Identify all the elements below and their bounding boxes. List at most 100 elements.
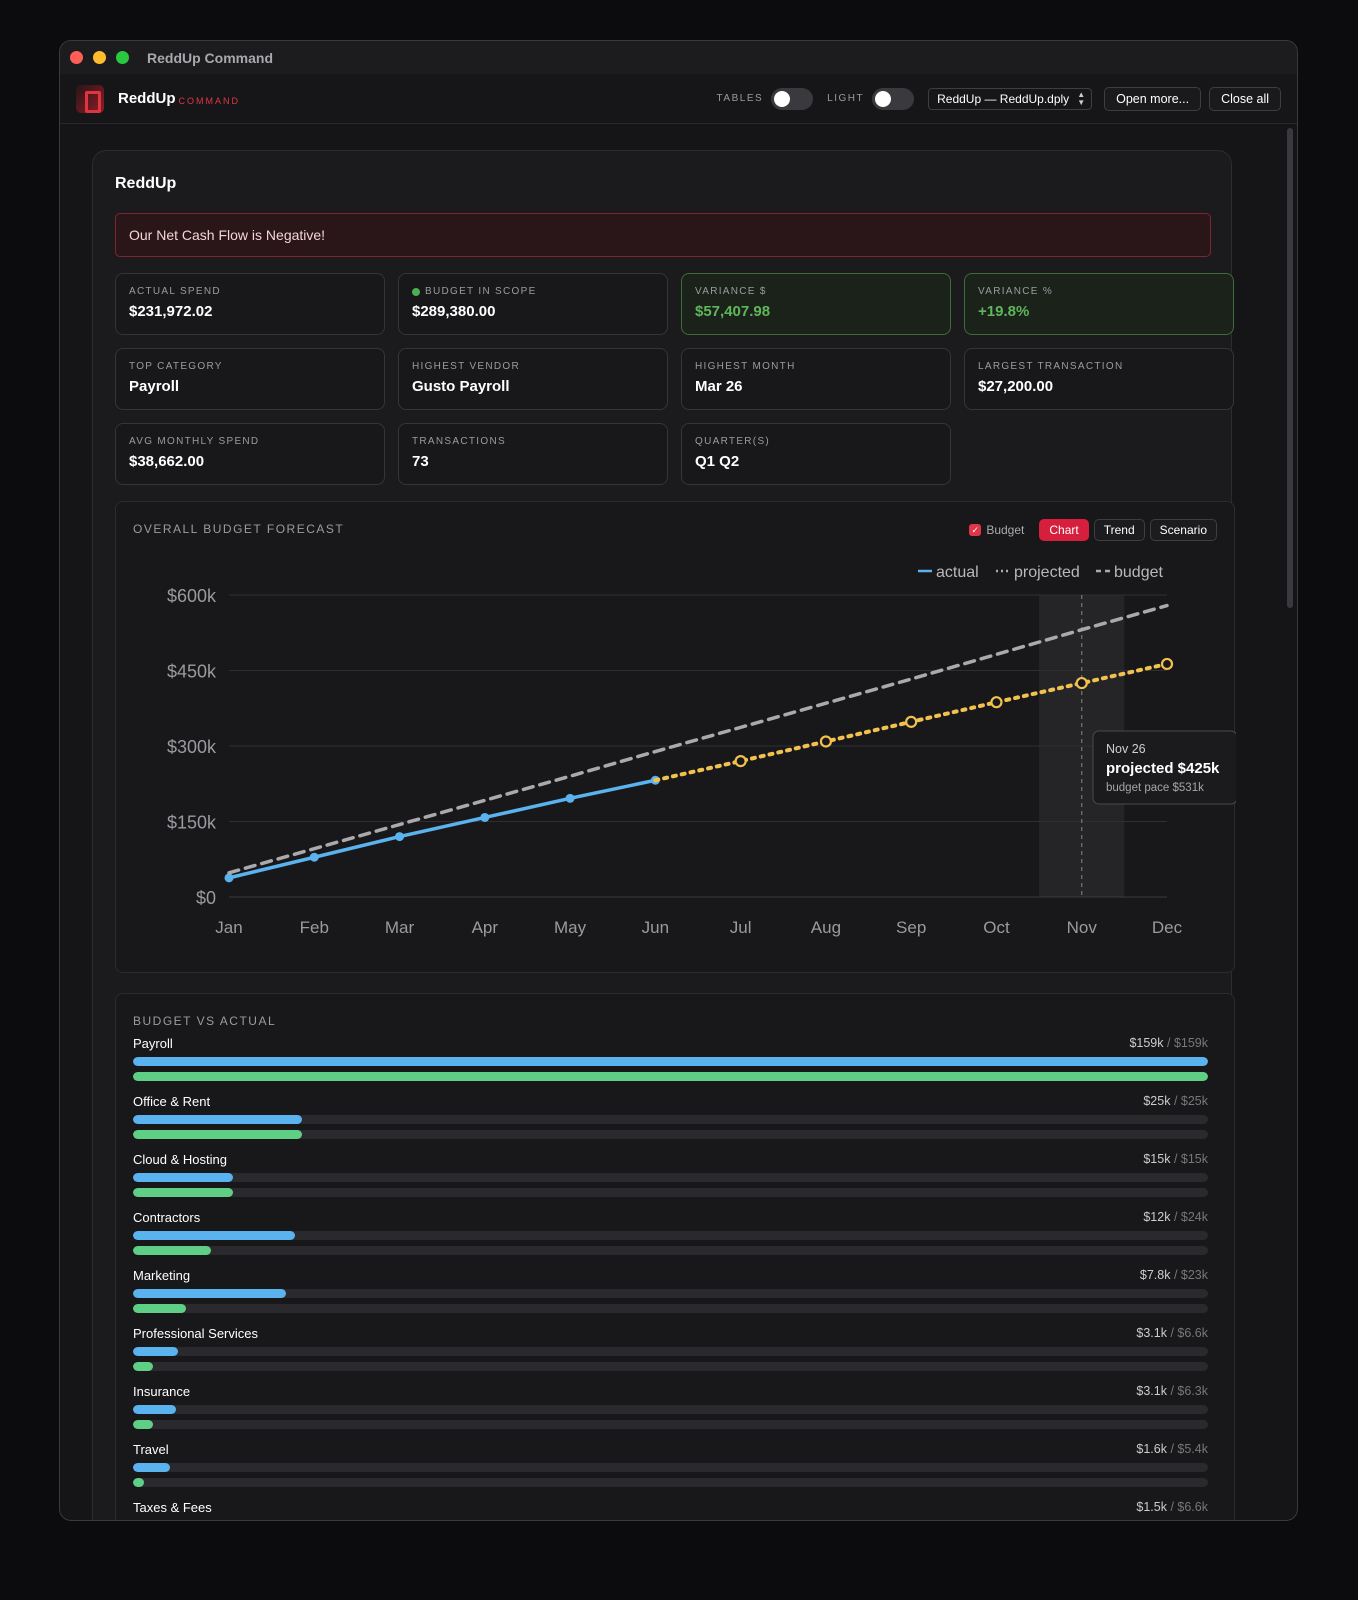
- x-tick-label: Nov: [1067, 918, 1098, 937]
- budget-amount: $24k: [1180, 1210, 1208, 1224]
- tab-scenario[interactable]: Scenario: [1149, 519, 1217, 541]
- budget-amount: $15k: [1180, 1152, 1208, 1166]
- actual-amount: $159k: [1129, 1036, 1164, 1050]
- kpi-card-top-category: TOP CATEGORY Payroll: [115, 348, 385, 410]
- panel-title: ReddUp: [115, 175, 177, 192]
- kpi-card-variance-percent: VARIANCE % +19.8%: [964, 273, 1234, 335]
- legend-label: projected: [1014, 564, 1080, 581]
- kpi-card-quarters: QUARTER(S) Q1 Q2: [681, 423, 951, 485]
- budget-row-name: Payroll: [133, 1036, 173, 1051]
- x-tick-label: Dec: [1152, 918, 1183, 937]
- x-tick-label: Oct: [983, 918, 1010, 937]
- actual-amount: $7.8k: [1139, 1268, 1171, 1282]
- budget-row: Insurance $3.1k / $6.3k: [133, 1384, 1208, 1440]
- light-toggle[interactable]: [872, 87, 915, 110]
- x-tick-label: Jul: [730, 918, 752, 937]
- x-tick-label: Jun: [642, 918, 669, 937]
- actual-bar: [133, 1347, 179, 1356]
- chart-tooltip: [1092, 730, 1236, 805]
- budget-row-amount: $12k / $24k: [1143, 1210, 1208, 1224]
- data-point-actual: [395, 832, 405, 842]
- budget-bar: [133, 1072, 1208, 1081]
- actual-bar-track: [133, 1057, 1208, 1066]
- actual-amount: $3.1k: [1136, 1384, 1167, 1398]
- data-point-actual: [224, 873, 234, 883]
- forecast-chart: $0 $150k $300k $450k $600k Jan Feb Mar Apr May Jun…: [167, 564, 1236, 937]
- tab-trend[interactable]: Trend: [1093, 519, 1145, 541]
- scrollbar[interactable]: [1287, 128, 1293, 608]
- data-point-actual: [309, 852, 319, 862]
- budget-separator: /: [1166, 1442, 1178, 1456]
- actual-bar: [133, 1405, 176, 1414]
- maximize-window-button[interactable]: [116, 51, 129, 64]
- kpi-card-transactions: TRANSACTIONS 73: [398, 423, 668, 485]
- actual-bar-track: [133, 1115, 1208, 1124]
- actual-amount: $25k: [1143, 1094, 1171, 1108]
- budget-row-name: Cloud & Hosting: [133, 1152, 227, 1167]
- open-more-button[interactable]: Open more...: [1104, 86, 1202, 111]
- actual-bar-track: [133, 1463, 1208, 1472]
- budget-amount: $6.3k: [1177, 1384, 1208, 1398]
- budget-vs-actual-section: BUDGET VS ACTUAL Payroll $159k / $159k Off…: [115, 993, 1235, 1520]
- window-title: ReddUp Command: [147, 49, 273, 66]
- actual-amount: $3.1k: [1136, 1326, 1167, 1340]
- tooltip-date: Nov 26: [1106, 742, 1146, 756]
- budget-separator: /: [1170, 1094, 1181, 1108]
- forecast-title: OVERALL BUDGET FORECAST: [133, 522, 345, 536]
- budget-bar-track: [133, 1072, 1208, 1081]
- brand-subtitle: COMMAND: [178, 95, 240, 106]
- budget-row-amount: $3.1k / $6.3k: [1136, 1384, 1208, 1398]
- actual-amount: $12k: [1143, 1210, 1171, 1224]
- kpi-card-actual-spend: ACTUAL SPEND $231,972.02: [115, 273, 385, 335]
- dashboard-panel: ReddUp Our Net Cash Flow is Negative! AC…: [92, 150, 1236, 1520]
- close-all-button[interactable]: Close all: [1209, 86, 1281, 111]
- actual-amount: $1.6k: [1136, 1442, 1167, 1456]
- data-point-actual: [565, 793, 575, 803]
- budget-amount: $6.6k: [1177, 1326, 1208, 1340]
- budget-row: Marketing $7.8k / $23k: [133, 1268, 1208, 1324]
- actual-bar: [133, 1463, 170, 1472]
- y-tick-label: $0: [196, 888, 216, 908]
- budget-row: Taxes & Fees $1.5k / $6.6k: [133, 1500, 1208, 1520]
- budget-separator: /: [1170, 1268, 1181, 1282]
- title-bar: ReddUp Command: [60, 41, 1297, 74]
- tab-chart[interactable]: Chart: [1039, 519, 1089, 541]
- budget-bar-track: [133, 1130, 1208, 1139]
- x-tick-label: Feb: [300, 918, 329, 937]
- file-select[interactable]: ReddUp — ReddUp.dply ▲ ▼: [928, 87, 1093, 110]
- y-tick-label: $450k: [167, 662, 217, 682]
- budget-bar-track: [133, 1362, 1208, 1371]
- budget-row-name: Office & Rent: [133, 1094, 211, 1109]
- tables-toggle-label: TABLES: [716, 93, 764, 104]
- budget-row: Payroll $159k / $159k: [133, 1036, 1208, 1092]
- budget-row-name: Marketing: [133, 1268, 191, 1283]
- budget-amount: $159k: [1173, 1036, 1208, 1050]
- tables-toggle[interactable]: [771, 87, 814, 110]
- app-logo-icon: [76, 84, 104, 113]
- kpi-card-largest-transaction: LARGEST TRANSACTION $27,200.00: [964, 348, 1234, 410]
- budget-bar-track: [133, 1478, 1208, 1487]
- data-point-actual: [480, 812, 490, 822]
- budget-checkbox[interactable]: ✓: [969, 524, 982, 536]
- actual-bar-track: [133, 1173, 1208, 1182]
- x-tick-label: Apr: [472, 918, 499, 937]
- y-tick-label: $300k: [167, 737, 217, 757]
- kpi-card-variance-dollars: VARIANCE $ $57,407.98: [681, 273, 951, 335]
- tooltip-projected: projected $425k: [1106, 760, 1220, 777]
- actual-bar: [133, 1173, 233, 1182]
- minimize-window-button[interactable]: [93, 51, 106, 64]
- close-window-button[interactable]: [70, 51, 83, 64]
- file-select-value: ReddUp — ReddUp.dply: [937, 91, 1070, 106]
- budget-separator: /: [1166, 1326, 1178, 1340]
- budget-row-amount: $3.1k / $6.6k: [1136, 1326, 1208, 1340]
- chart-controls: ✓ Budget Chart Trend Scenario: [969, 519, 1217, 541]
- budget-amount: $5.4k: [1177, 1442, 1208, 1456]
- actual-bar: [133, 1115, 302, 1124]
- budget-bar-track: [133, 1188, 1208, 1197]
- actual-bar: [133, 1057, 1208, 1066]
- data-point-projected: [1160, 657, 1174, 671]
- budget-row-amount: $15k / $15k: [1143, 1152, 1208, 1166]
- negative-cashflow-alert: Our Net Cash Flow is Negative!: [115, 213, 1211, 257]
- budget-row-amount: $1.5k / $6.6k: [1136, 1500, 1208, 1514]
- legend-label: budget: [1114, 564, 1163, 581]
